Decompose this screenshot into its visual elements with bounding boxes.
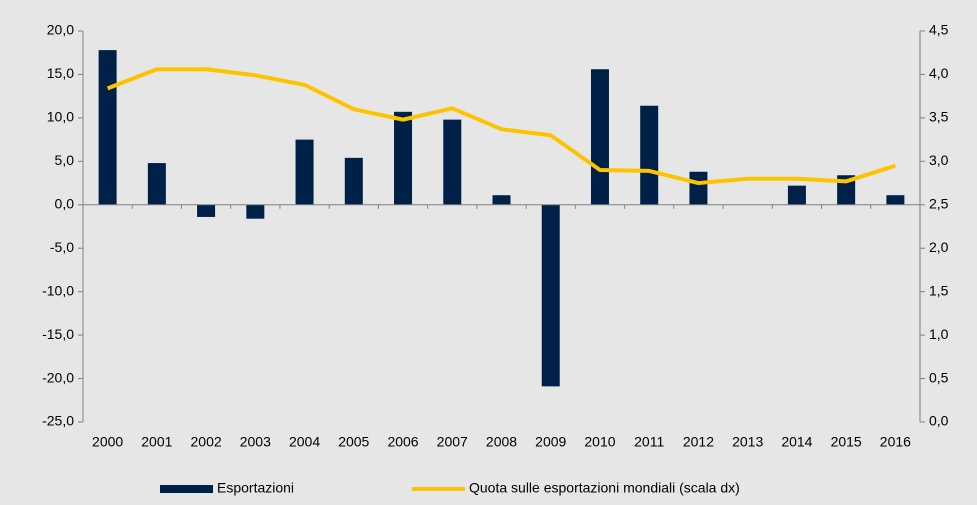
x-tick-label: 2006 [387,434,418,450]
y2-tick-label: 4,0 [929,65,949,81]
bar [344,157,363,205]
y-tick-label: -10,0 [42,282,74,298]
y-tick-label: 20,0 [47,22,74,38]
x-tick-label: 2008 [486,434,517,450]
bar [492,195,511,205]
x-tick-label: 2005 [338,434,369,450]
x-tick-label: 2014 [781,434,812,450]
bar [197,204,216,217]
y-tick-label: 5,0 [55,152,75,168]
x-tick-label: 2009 [535,434,566,450]
y2-tick-label: 2,0 [929,239,949,255]
legend-label: Quota sulle esportazioni mondiali (scala… [469,480,740,496]
x-tick-label: 2003 [240,434,271,450]
y-tick-label: 15,0 [47,65,74,81]
bar [640,105,659,205]
bar [689,171,708,205]
y2-tick-label: 3,0 [929,152,949,168]
x-tick-label: 2013 [732,434,763,450]
bar [98,50,117,205]
bar [246,204,265,219]
x-tick-label: 2004 [289,434,320,450]
y-tick-label: -20,0 [42,369,74,385]
bar [295,139,314,205]
y-tick-label: 10,0 [47,109,74,125]
y2-tick-label: 0,0 [929,413,949,429]
y-tick-label: -25,0 [42,413,74,429]
y-tick-label: -15,0 [42,326,74,342]
x-tick-label: 2015 [831,434,862,450]
bar [886,195,905,205]
legend-swatch [160,485,213,493]
bar [147,163,166,205]
bar [443,119,462,205]
x-tick-label: 2007 [437,434,468,450]
y2-tick-label: 3,5 [929,109,949,125]
legend-label: Esportazioni [217,480,294,496]
x-tick-label: 2000 [92,434,123,450]
y2-tick-label: 4,5 [929,22,949,38]
y-tick-label: -5,0 [50,239,74,255]
x-tick-label: 2001 [141,434,172,450]
x-tick-label: 2010 [584,434,615,450]
x-tick-label: 2012 [683,434,714,450]
x-tick-label: 2016 [880,434,911,450]
bar [394,111,413,205]
x-tick-label: 2011 [634,434,664,450]
bar [787,185,806,205]
y2-tick-label: 2,5 [929,195,949,211]
y-tick-label: 0,0 [55,195,75,211]
x-tick-label: 2002 [191,434,222,450]
bar [590,69,609,205]
y2-tick-label: 1,5 [929,282,949,298]
bar [541,204,560,387]
y2-tick-label: 1,0 [929,326,949,342]
y2-tick-label: 0,5 [929,369,949,385]
line [106,67,896,186]
